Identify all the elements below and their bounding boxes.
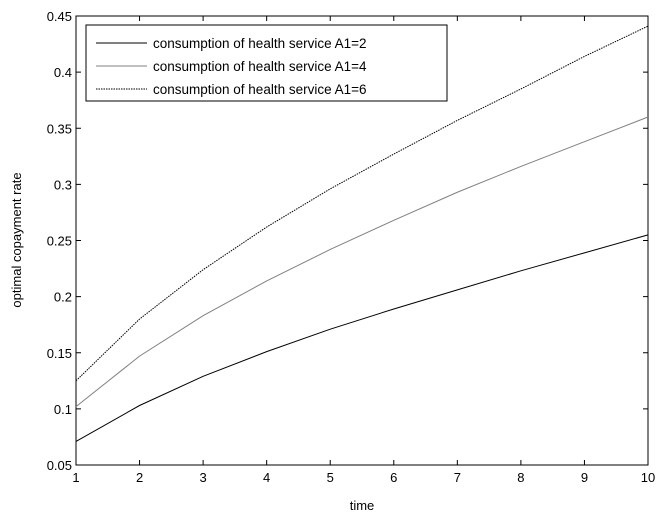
x-tick-label: 10 [641, 470, 655, 485]
y-tick-label: 0.45 [47, 9, 72, 24]
x-tick-label: 7 [454, 470, 461, 485]
y-tick-label: 0.15 [47, 346, 72, 361]
legend-label-a1-4: consumption of health service A1=4 [153, 59, 367, 74]
axis-ticks [75, 15, 649, 466]
y-axis-label: optimal copayment rate [9, 172, 24, 307]
x-tick-label: 3 [199, 470, 206, 485]
y-tick-label: 0.25 [47, 234, 72, 249]
y-tick-label: 0.4 [54, 65, 72, 80]
y-tick-label: 0.3 [54, 177, 72, 192]
axis-tick-labels: 1 2 3 4 5 6 7 8 9 10 0.05 0.1 0.15 0.2 0.25 0.3 0.35 0.4 0… [47, 9, 656, 485]
y-tick-label: 0.35 [47, 121, 72, 136]
legend-label-a1-6: consumption of health service A1=6 [153, 82, 367, 97]
x-tick-label: 2 [136, 470, 143, 485]
legend: consumption of health service A1=2 consu… [85, 24, 448, 102]
series-group [75, 25, 649, 442]
x-tick-label: 6 [390, 470, 397, 485]
legend-box [85, 24, 448, 102]
x-tick-label: 1 [72, 470, 79, 485]
series-line-1 [75, 234, 649, 442]
x-axis-label: time [350, 498, 375, 513]
x-tick-label: 4 [263, 470, 270, 485]
x-tick-label: 5 [327, 470, 334, 485]
x-tick-label: 9 [581, 470, 588, 485]
y-tick-label: 0.1 [54, 402, 72, 417]
y-tick-label: 0.05 [47, 458, 72, 473]
y-tick-label: 0.2 [54, 290, 72, 305]
legend-label-a1-2: consumption of health service A1=2 [153, 36, 367, 51]
x-tick-label: 8 [517, 470, 524, 485]
series-line-2 [75, 116, 649, 408]
series-line-3 [75, 25, 649, 382]
